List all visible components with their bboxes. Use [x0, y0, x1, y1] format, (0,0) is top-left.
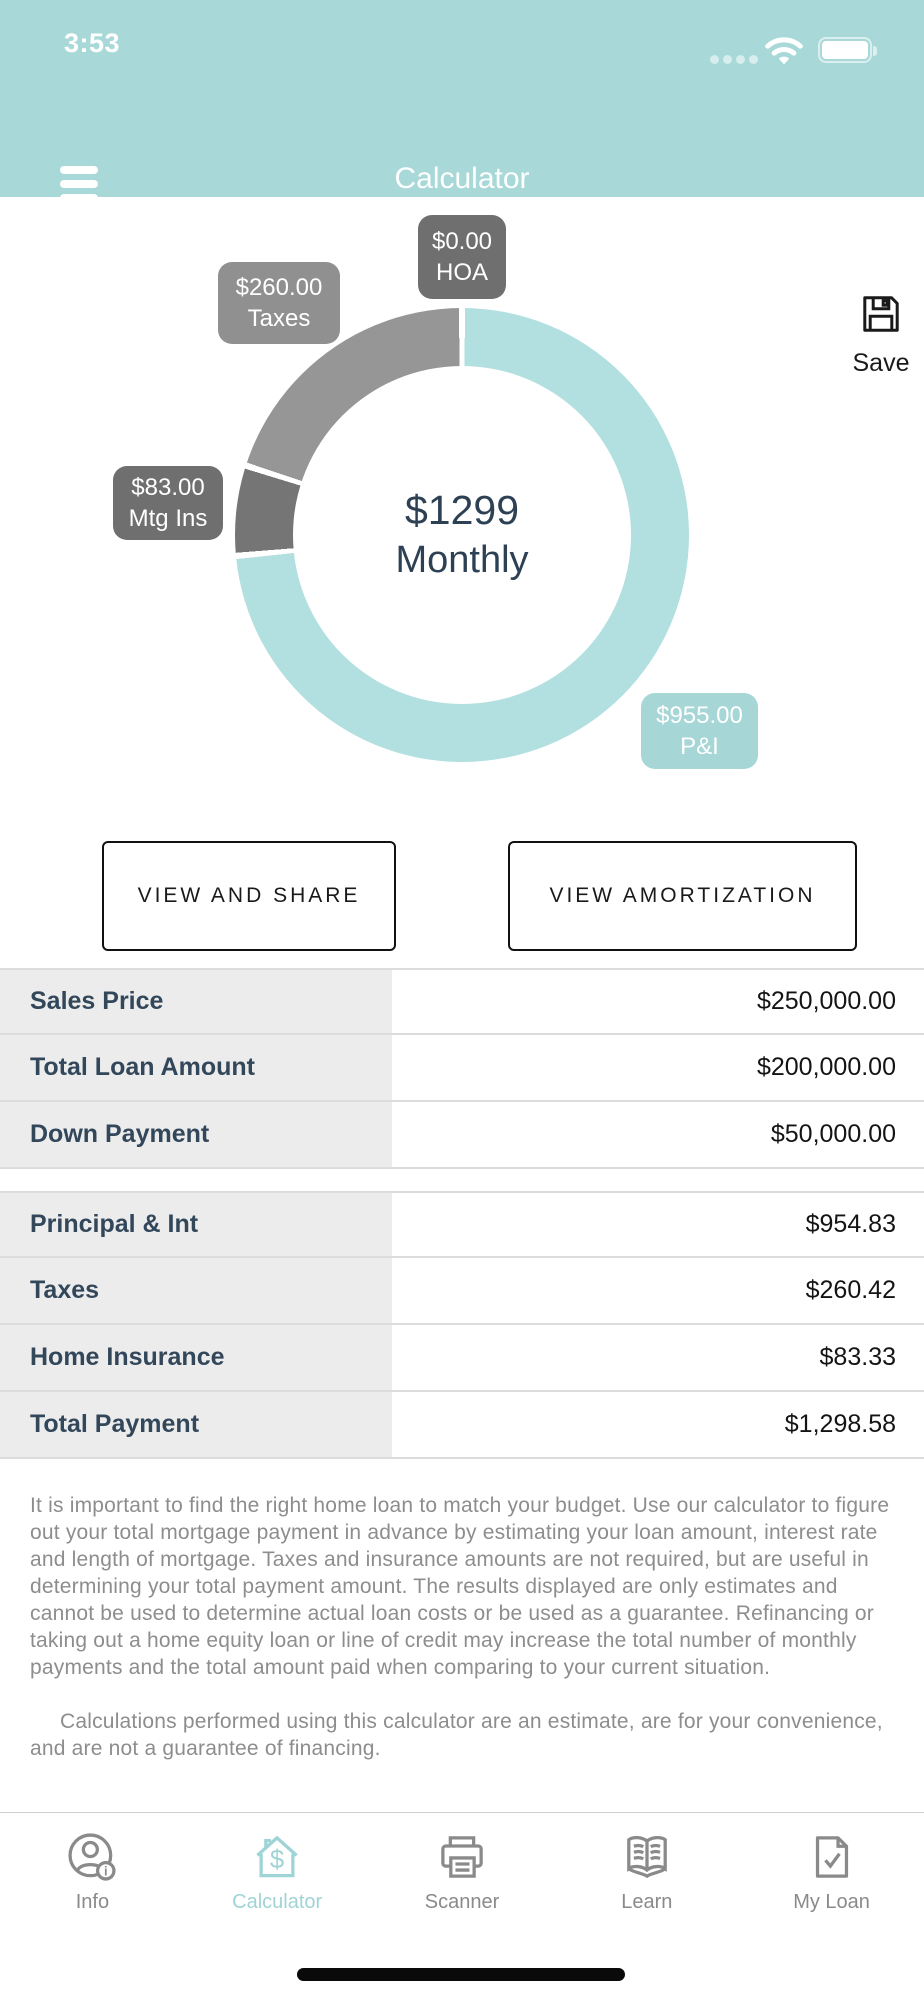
row-label: Sales Price: [0, 970, 392, 1033]
battery-icon: [818, 37, 877, 63]
table-row: Sales Price $250,000.00: [0, 968, 924, 1035]
loan-inputs-table: Sales Price $250,000.00 Total Loan Amoun…: [0, 968, 924, 1169]
payment-results-table: Principal & Int $954.83 Taxes $260.42 Ho…: [0, 1191, 924, 1459]
home-insurance-value: $83.33: [392, 1325, 924, 1390]
svg-text:i: i: [104, 1864, 108, 1879]
status-time: 3:53: [64, 28, 121, 58]
tab-calculator[interactable]: $ Calculator: [185, 1829, 370, 2000]
monthly-total-value: $1299: [404, 487, 519, 533]
tab-my-loan-label: My Loan: [793, 1891, 870, 1913]
total-payment-value: $1,298.58: [392, 1392, 924, 1457]
printer-icon: [441, 1836, 483, 1878]
taxes-slice-label: $260.00 Taxes: [218, 262, 340, 344]
app-header: 3:53 Calculator: [0, 0, 924, 202]
tab-learn[interactable]: Learn: [554, 1829, 739, 2000]
tab-calculator-label: Calculator: [232, 1891, 323, 1913]
tab-my-loan[interactable]: My Loan: [739, 1829, 924, 2000]
svg-text:$: $: [270, 1846, 284, 1874]
floppy-disk-icon: [863, 296, 899, 332]
bottom-tab-bar: i Info $ Calculator Scanner: [0, 1812, 924, 2000]
table-row: Principal & Int $954.83: [0, 1191, 924, 1258]
table-row: Home Insurance $83.33: [0, 1325, 924, 1392]
tab-scanner[interactable]: Scanner: [370, 1829, 555, 2000]
menu-icon[interactable]: [60, 166, 98, 208]
row-label: Taxes: [0, 1258, 392, 1323]
page-title: Calculator: [394, 162, 530, 195]
tab-info-label: Info: [75, 1891, 110, 1913]
table-row: Taxes $260.42: [0, 1258, 924, 1325]
table-row: Total Loan Amount $200,000.00: [0, 1035, 924, 1102]
row-label: Total Payment: [0, 1392, 392, 1457]
mtg-ins-slice-label: $83.00 Mtg Ins: [113, 466, 223, 540]
table-row: Total Payment $1,298.58: [0, 1392, 924, 1459]
home-indicator[interactable]: [297, 1968, 625, 1981]
house-dollar-icon: $: [256, 1835, 298, 1878]
hoa-slice-label: $0.00 HOA: [418, 215, 506, 299]
person-info-icon: i: [68, 1833, 116, 1881]
monthly-total-label: Monthly: [395, 539, 529, 581]
down-payment-value[interactable]: $50,000.00: [392, 1102, 924, 1167]
save-label: Save: [852, 349, 910, 377]
save-button[interactable]: Save: [845, 290, 917, 378]
disclaimer-text: It is important to find the right home l…: [30, 1492, 896, 1762]
row-label: Principal & Int: [0, 1193, 392, 1256]
tab-info[interactable]: i Info: [0, 1829, 185, 2000]
row-label: Down Payment: [0, 1102, 392, 1167]
taxes-value: $260.42: [392, 1258, 924, 1323]
disclaimer-paragraph-1: It is important to find the right home l…: [30, 1494, 890, 1679]
payment-donut-chart: $1299 Monthly: [235, 308, 689, 762]
pi-slice-label: $955.00 P&I: [641, 693, 758, 769]
tab-scanner-label: Scanner: [424, 1891, 500, 1913]
open-book-icon: [626, 1836, 667, 1879]
document-check-icon: [815, 1836, 848, 1878]
table-row: Down Payment $50,000.00: [0, 1102, 924, 1169]
tab-learn-label: Learn: [621, 1891, 673, 1913]
row-label: Home Insurance: [0, 1325, 392, 1390]
total-loan-amount-value[interactable]: $200,000.00: [392, 1035, 924, 1100]
view-amortization-button[interactable]: VIEW AMORTIZATION: [508, 841, 857, 951]
row-label: Total Loan Amount: [0, 1035, 392, 1100]
wifi-icon: [764, 36, 804, 66]
sales-price-value[interactable]: $250,000.00: [392, 970, 924, 1033]
donut-center: $1299 Monthly: [293, 366, 631, 704]
disclaimer-paragraph-2: Calculations performed using this calcul…: [30, 1710, 883, 1760]
view-and-share-button[interactable]: VIEW AND SHARE: [102, 841, 396, 951]
principal-int-value: $954.83: [392, 1193, 924, 1256]
cellular-signal-icon: [710, 55, 758, 64]
